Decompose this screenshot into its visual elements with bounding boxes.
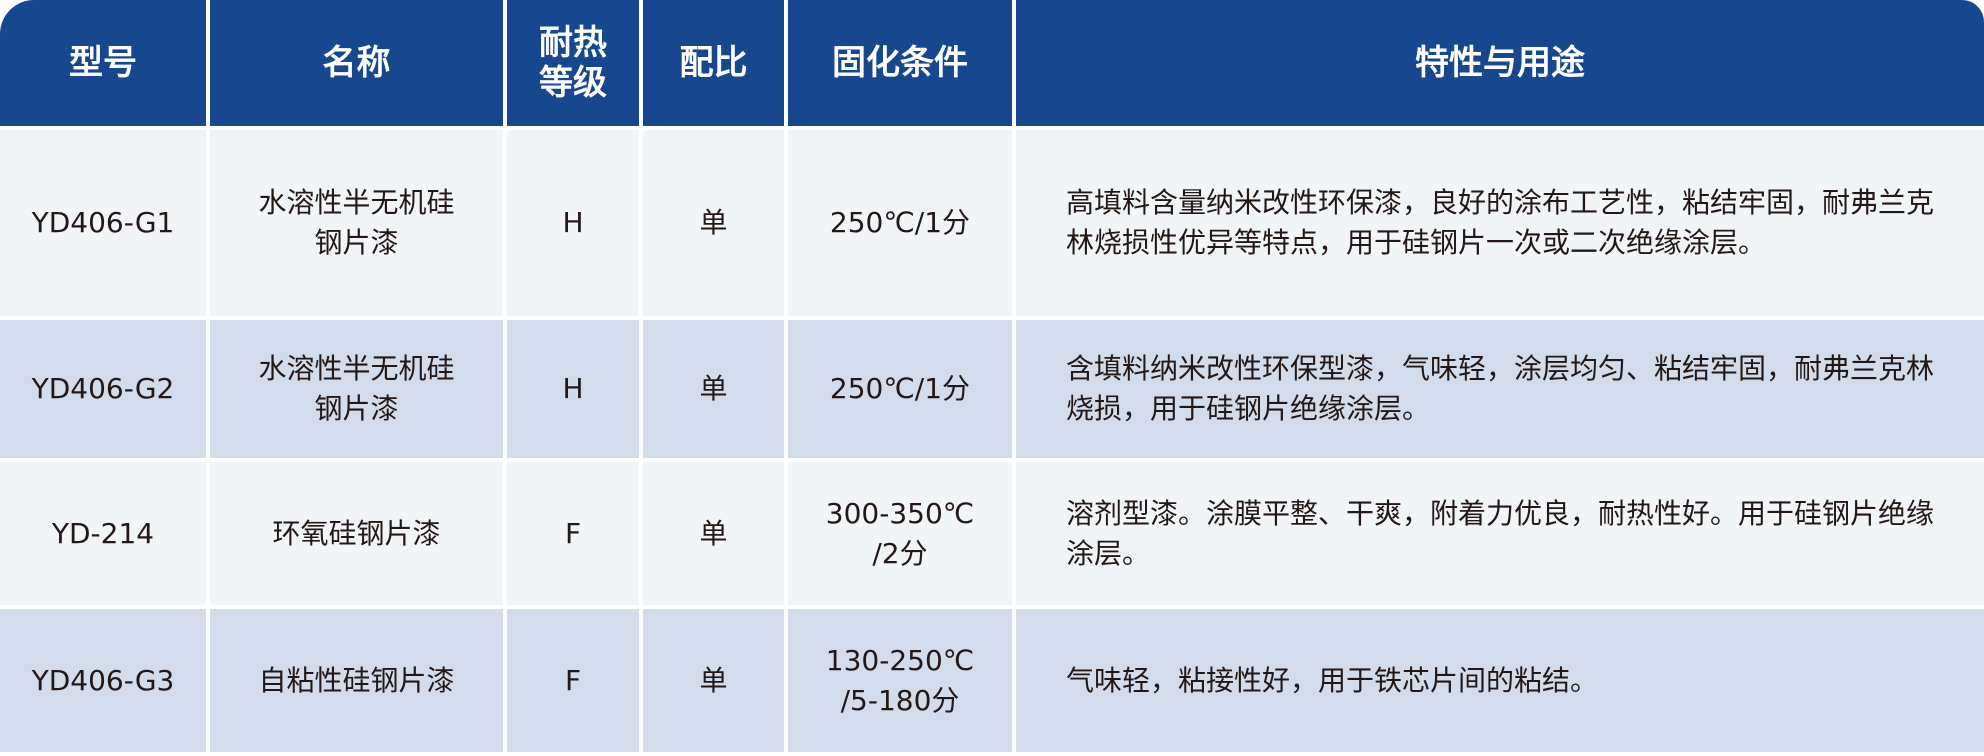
cell-usage: 溶剂型漆。涂膜平整、干爽，附着力优良，耐热性好。用于硅钢片绝缘涂层。 bbox=[1016, 462, 1984, 605]
cell-curing: 250℃/1分 bbox=[788, 320, 1012, 458]
header-model: 型号 bbox=[0, 0, 206, 126]
cell-name: 水溶性半无机硅 钢片漆 bbox=[210, 130, 503, 316]
cell-curing: 130-250℃ /5-180分 bbox=[788, 609, 1012, 752]
cell-usage: 含填料纳米改性环保型漆，气味轻，涂层均匀、粘结牢固，耐弗兰克林烧损，用于硅钢片绝… bbox=[1016, 320, 1984, 458]
cell-name: 水溶性半无机硅 钢片漆 bbox=[210, 320, 503, 458]
header-curing: 固化条件 bbox=[788, 0, 1012, 126]
cell-curing: 250℃/1分 bbox=[788, 130, 1012, 316]
cell-heat-class: F bbox=[507, 462, 639, 605]
cell-curing: 300-350℃ /2分 bbox=[788, 462, 1012, 605]
header-usage: 特性与用途 bbox=[1016, 0, 1984, 126]
cell-ratio: 单 bbox=[643, 609, 784, 752]
header-heat-class: 耐热 等级 bbox=[507, 0, 639, 126]
cell-model: YD406-G1 bbox=[0, 130, 206, 316]
cell-model: YD-214 bbox=[0, 462, 206, 605]
cell-name: 环氧硅钢片漆 bbox=[210, 462, 503, 605]
cell-heat-class: H bbox=[507, 320, 639, 458]
cell-usage: 高填料含量纳米改性环保漆，良好的涂布工艺性，粘结牢固，耐弗兰克林烧损性优异等特点… bbox=[1016, 130, 1984, 316]
cell-heat-class: H bbox=[507, 130, 639, 316]
cell-ratio: 单 bbox=[643, 462, 784, 605]
cell-model: YD406-G2 bbox=[0, 320, 206, 458]
cell-usage: 气味轻，粘接性好，用于铁芯片间的粘结。 bbox=[1016, 609, 1984, 752]
cell-ratio: 单 bbox=[643, 130, 784, 316]
cell-ratio: 单 bbox=[643, 320, 784, 458]
cell-name: 自粘性硅钢片漆 bbox=[210, 609, 503, 752]
cell-model: YD406-G3 bbox=[0, 609, 206, 752]
header-ratio: 配比 bbox=[643, 0, 784, 126]
header-name: 名称 bbox=[210, 0, 503, 126]
cell-heat-class: F bbox=[507, 609, 639, 752]
